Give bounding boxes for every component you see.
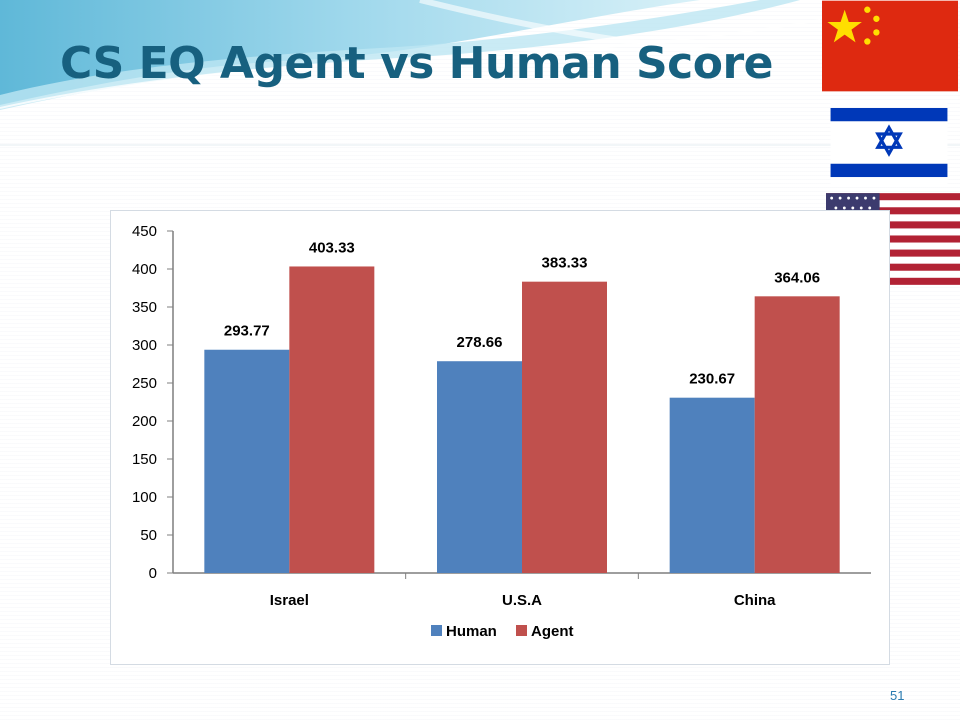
data-label: 403.33 <box>309 239 355 256</box>
bar-agent-china <box>754 296 840 573</box>
chart-frame: 0 50 100 150 200 250 300 350 400 450 293.77 403.33 I… <box>110 210 890 665</box>
x-category-label: U.S.A <box>502 592 542 609</box>
y-tick-label: 450 <box>132 223 157 240</box>
bar-human-usa <box>437 361 522 573</box>
data-label: 278.66 <box>457 334 503 351</box>
y-tick-label: 350 <box>132 299 157 316</box>
slide-title: CS EQ Agent vs Human Score <box>60 38 774 89</box>
data-label: 383.33 <box>542 255 588 272</box>
legend-swatch-human <box>431 625 442 636</box>
legend-swatch-agent <box>516 625 527 636</box>
data-label: 364.06 <box>774 269 820 286</box>
bar-human-china <box>669 397 755 573</box>
x-category-label: Israel <box>270 592 309 609</box>
y-tick-label: 200 <box>132 413 157 430</box>
y-tick-label: 150 <box>132 451 157 468</box>
bar-agent-usa <box>522 281 607 573</box>
y-tick-label: 400 <box>132 261 157 278</box>
page-number: 51 <box>890 688 905 703</box>
data-label: 230.67 <box>689 371 735 388</box>
flag-stack <box>820 0 960 290</box>
x-category-label: China <box>734 592 776 609</box>
bar-human-israel <box>204 349 290 573</box>
y-tick-label: 0 <box>149 565 157 582</box>
y-tick-label: 100 <box>132 489 157 506</box>
header-wave-decoration <box>0 0 960 146</box>
bar-chart: 0 50 100 150 200 250 300 350 400 450 293.77 403.33 I… <box>132 223 871 640</box>
china-flag-icon <box>822 0 958 92</box>
y-tick-label: 50 <box>140 527 157 544</box>
data-label: 293.77 <box>224 323 270 340</box>
israel-flag-icon <box>830 100 948 185</box>
legend-label-human: Human <box>446 623 497 640</box>
y-tick-label: 300 <box>132 337 157 354</box>
y-tick-label: 250 <box>132 375 157 392</box>
legend-label-agent: Agent <box>531 623 574 640</box>
bar-agent-israel <box>289 266 375 573</box>
